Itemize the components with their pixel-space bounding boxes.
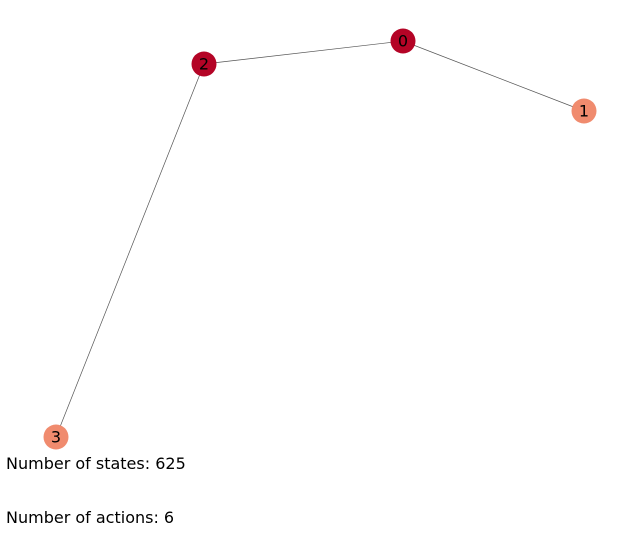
node-circle-2 xyxy=(191,51,217,77)
node-label-3: 3 xyxy=(51,428,61,447)
info-panel: Number of states: 625 Number of actions:… xyxy=(6,419,186,545)
node-label-2: 2 xyxy=(199,55,209,74)
edges-layer xyxy=(55,40,585,438)
edge-2-3 xyxy=(55,63,205,438)
number-of-actions-text: Number of actions: 6 xyxy=(6,508,175,527)
node-label-1: 1 xyxy=(579,102,589,121)
nodes-layer: 0 1 2 3 xyxy=(43,28,597,450)
node-circle-3 xyxy=(43,424,69,450)
node-circle-0 xyxy=(390,28,416,54)
state-graph: 0 1 2 3 xyxy=(43,28,597,450)
node-1: 1 xyxy=(571,98,597,124)
number-of-states-text: Number of states: 625 xyxy=(6,454,186,473)
node-3: 3 xyxy=(43,424,69,450)
edge-0-2 xyxy=(203,40,404,65)
node-circle-1 xyxy=(571,98,597,124)
node-0: 0 xyxy=(390,28,416,54)
node-label-0: 0 xyxy=(398,32,408,51)
node-2: 2 xyxy=(191,51,217,77)
edge-0-1 xyxy=(402,40,585,112)
